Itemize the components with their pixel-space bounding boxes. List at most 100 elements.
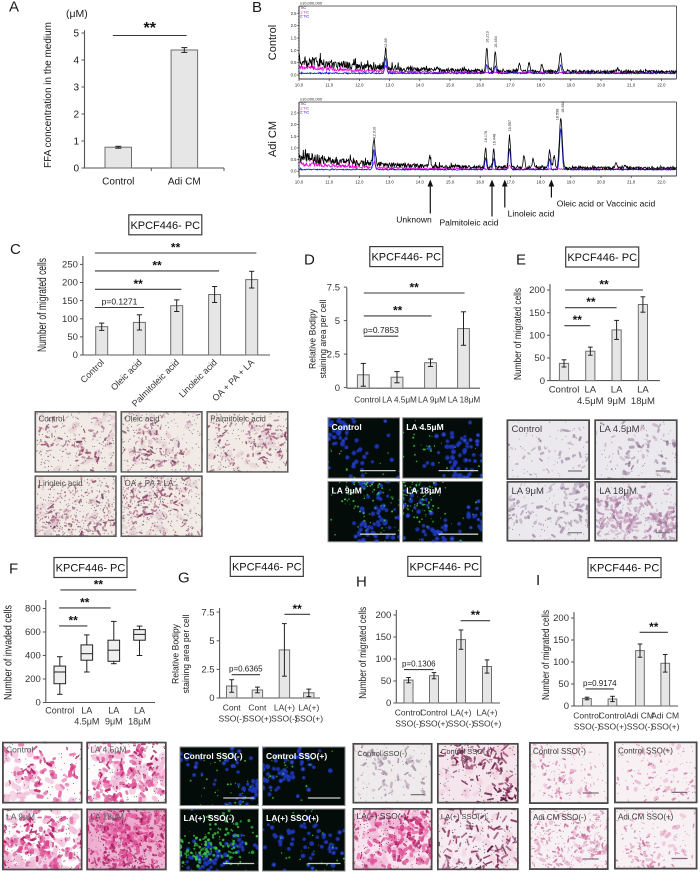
svg-text:SSO(+): SSO(+) — [295, 714, 324, 724]
svg-text:11.0: 11.0 — [325, 180, 334, 185]
svg-text:Control SSO(+): Control SSO(+) — [441, 747, 493, 756]
svg-text:Palmitoleic acid: Palmitoleic acid — [439, 218, 498, 228]
svg-text:19.0: 19.0 — [567, 180, 576, 185]
svg-text:A: A — [9, 0, 19, 16]
svg-text:2.0: 2.0 — [291, 122, 297, 127]
svg-text:0.0: 0.0 — [291, 73, 297, 78]
svg-text:**: ** — [69, 613, 79, 627]
svg-text:2.5: 2.5 — [327, 349, 340, 360]
svg-text:14.0: 14.0 — [416, 83, 425, 88]
svg-text:16.213: 16.213 — [485, 31, 489, 43]
svg-text:150: 150 — [375, 632, 391, 643]
svg-text:Number of migrated cells: Number of migrated cells — [357, 607, 369, 699]
svg-text:Control SSO(+): Control SSO(+) — [266, 751, 327, 761]
svg-text:LA: LA — [584, 385, 596, 396]
svg-text:Oleic acid or Vaccinic acid: Oleic acid or Vaccinic acid — [557, 199, 656, 209]
svg-text:Control: Control — [45, 706, 74, 716]
svg-text:LA(+): LA(+) — [274, 703, 295, 713]
svg-text:KPCF446- PC: KPCF446- PC — [590, 563, 660, 575]
svg-text:**: ** — [471, 608, 481, 622]
svg-text:16.0: 16.0 — [476, 180, 485, 185]
svg-text:Number of migrated cells: Number of migrated cells — [512, 288, 524, 380]
svg-text:SSO(+): SSO(+) — [651, 722, 680, 732]
svg-text:KPCF446- PC: KPCF446- PC — [56, 563, 126, 575]
svg-text:1.0: 1.0 — [291, 145, 297, 150]
svg-text:7.5: 7.5 — [327, 282, 340, 293]
svg-text:14.0: 14.0 — [416, 180, 425, 185]
svg-text:**: ** — [586, 295, 596, 309]
svg-text:Control: Control — [267, 25, 279, 60]
svg-text:Control: Control — [512, 424, 543, 435]
svg-text:LA 18μM: LA 18μM — [599, 486, 637, 497]
svg-text:LA(+): LA(+) — [476, 708, 497, 718]
svg-text:LA 4.5μM: LA 4.5μM — [382, 396, 417, 405]
svg-text:Cont: Cont — [223, 703, 242, 713]
svg-text:**: ** — [410, 281, 420, 295]
svg-text:Oleic acid: Oleic acid — [125, 415, 160, 424]
svg-text:16.0: 16.0 — [476, 83, 485, 88]
svg-text:p=0.1306: p=0.1306 — [402, 660, 436, 669]
svg-text:SSO(-): SSO(-) — [218, 714, 245, 724]
svg-text:3: 3 — [73, 83, 79, 94]
svg-text:800: 800 — [25, 604, 41, 615]
svg-text:7.5: 7.5 — [201, 607, 214, 618]
svg-text:**: ** — [649, 620, 659, 634]
svg-text:100: 100 — [553, 657, 569, 668]
svg-text:9μM: 9μM — [607, 396, 626, 407]
svg-text:100: 100 — [62, 314, 78, 325]
svg-text:150: 150 — [553, 635, 569, 646]
svg-text:19.0: 19.0 — [567, 83, 576, 88]
svg-text:C: C — [10, 241, 21, 258]
svg-text:SSO(-): SSO(-) — [448, 719, 475, 729]
svg-text:B: B — [252, 0, 262, 16]
svg-text:1.5: 1.5 — [291, 134, 297, 139]
svg-text:100: 100 — [529, 331, 545, 342]
svg-text:0: 0 — [73, 350, 78, 361]
svg-text:0: 0 — [335, 383, 340, 394]
svg-text:TIC: TIC — [300, 102, 306, 106]
svg-text:KPCF446- PC: KPCF446- PC — [409, 561, 479, 573]
svg-text:Control SSO(-): Control SSO(-) — [184, 751, 243, 761]
svg-text:5: 5 — [73, 29, 79, 40]
svg-text:Control: Control — [395, 708, 423, 718]
svg-text:LA(+) SSO(-): LA(+) SSO(-) — [356, 811, 406, 821]
svg-text:200: 200 — [62, 278, 78, 289]
svg-text:20.0: 20.0 — [597, 180, 606, 185]
svg-text:p=0.6365: p=0.6365 — [229, 665, 263, 674]
svg-text:Control: Control — [354, 396, 381, 405]
svg-text:20.0: 20.0 — [597, 83, 606, 88]
svg-text:staining area per cell: staining area per cell — [181, 615, 191, 694]
svg-text:p=0.7853: p=0.7853 — [363, 325, 399, 335]
svg-text:50: 50 — [558, 679, 569, 690]
svg-text:Control: Control — [599, 711, 627, 721]
svg-text:4.5μM: 4.5μM — [74, 717, 99, 727]
svg-text:22.0: 22.0 — [657, 83, 666, 88]
svg-text:Control: Control — [549, 385, 580, 396]
svg-text:Linoleic acid: Linoleic acid — [508, 209, 555, 219]
svg-text:**: ** — [599, 278, 609, 292]
svg-text:200: 200 — [553, 613, 569, 624]
svg-text:Linoleic acid: Linoleic acid — [39, 479, 83, 488]
svg-text:LA: LA — [637, 385, 649, 396]
svg-text:Control: Control — [6, 745, 34, 755]
svg-text:SSO(+): SSO(+) — [598, 722, 627, 732]
svg-text:0: 0 — [386, 698, 391, 709]
svg-text:LA: LA — [611, 385, 623, 396]
svg-text:Relative Bodipy: Relative Bodipy — [308, 309, 319, 369]
svg-text:200: 200 — [25, 674, 41, 685]
svg-text:12.910: 12.910 — [372, 127, 376, 139]
svg-text:SSO(-): SSO(-) — [395, 719, 422, 729]
svg-text:0.0: 0.0 — [291, 169, 297, 174]
svg-text:SSO(+): SSO(+) — [243, 714, 272, 724]
svg-text:LA: LA — [108, 706, 119, 716]
svg-text:Number of migrated cells: Number of migrated cells — [37, 258, 49, 352]
svg-text:Palmitoleic acid: Palmitoleic acid — [210, 415, 266, 424]
svg-text:p=0.9174: p=0.9174 — [583, 679, 617, 688]
svg-text:**: ** — [293, 602, 303, 616]
svg-text:16.448: 16.448 — [492, 134, 496, 146]
svg-text:Control SSO(+): Control SSO(+) — [618, 746, 673, 755]
svg-text:x10,000,000: x10,000,000 — [300, 97, 323, 102]
svg-text:Number of migrated cells: Number of migrated cells — [540, 610, 552, 700]
svg-text:18μM: 18μM — [128, 717, 151, 727]
svg-text:16.957: 16.957 — [508, 120, 512, 132]
